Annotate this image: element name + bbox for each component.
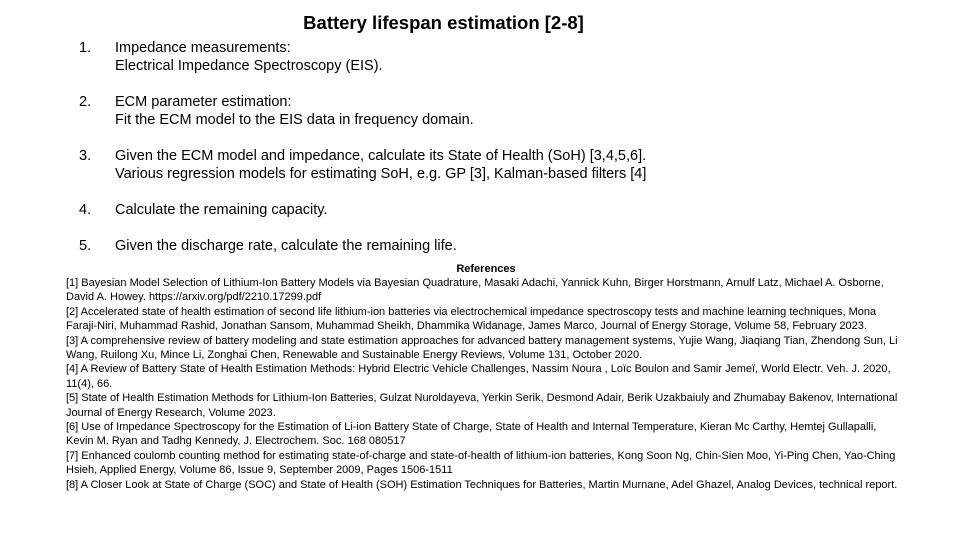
reference-item: [8] A Closer Look at State of Charge (SO… [66, 478, 898, 491]
step-item: 4. Calculate the remaining capacity. [79, 201, 939, 219]
slide-title: Battery lifespan estimation [2-8] [303, 12, 584, 33]
step-number: 2. [79, 94, 92, 110]
step-text: ECM parameter estimation: [115, 94, 292, 110]
step-text: Calculate the remaining capacity. [115, 202, 328, 218]
step-number: 3. [79, 148, 92, 164]
reference-item: [6] Use of Impedance Spectroscopy for th… [66, 421, 877, 448]
step-item: 3. Given the ECM model and impedance, ca… [79, 147, 939, 183]
step-text: Impedance measurements: [115, 40, 291, 56]
step-number: 4. [79, 202, 92, 218]
reference-item: [4] A Review of Battery State of Health … [66, 363, 891, 390]
references-section: References [1] Bayesian Model Selection … [66, 262, 906, 492]
step-text: Electrical Impedance Spectroscopy (EIS). [115, 58, 383, 74]
reference-item: [7] Enhanced coulomb counting method for… [66, 449, 896, 477]
reference-item: [3] A comprehensive review of battery mo… [66, 334, 898, 362]
step-text: Fit the ECM model to the EIS data in fre… [115, 112, 474, 128]
step-number: 1. [79, 40, 92, 56]
step-text: Given the discharge rate, calculate the … [115, 238, 457, 254]
step-text: Given the ECM model and impedance, calcu… [115, 148, 647, 164]
step-text: Various regression models for estimating… [115, 166, 647, 182]
steps-list: 1. Impedance measurements: Electrical Im… [79, 39, 939, 273]
reference-item: [2] Accelerated state of health estimati… [66, 305, 877, 333]
reference-item: [5] State of Health Estimation Methods f… [66, 392, 898, 419]
step-item: 1. Impedance measurements: Electrical Im… [79, 39, 939, 75]
step-number: 5. [79, 238, 92, 254]
step-item: 5. Given the discharge rate, calculate t… [79, 237, 939, 255]
step-item: 2. ECM parameter estimation: Fit the ECM… [79, 93, 939, 129]
reference-item: [1] Bayesian Model Selection of Lithium-… [66, 277, 884, 304]
references-heading: References [456, 263, 516, 275]
